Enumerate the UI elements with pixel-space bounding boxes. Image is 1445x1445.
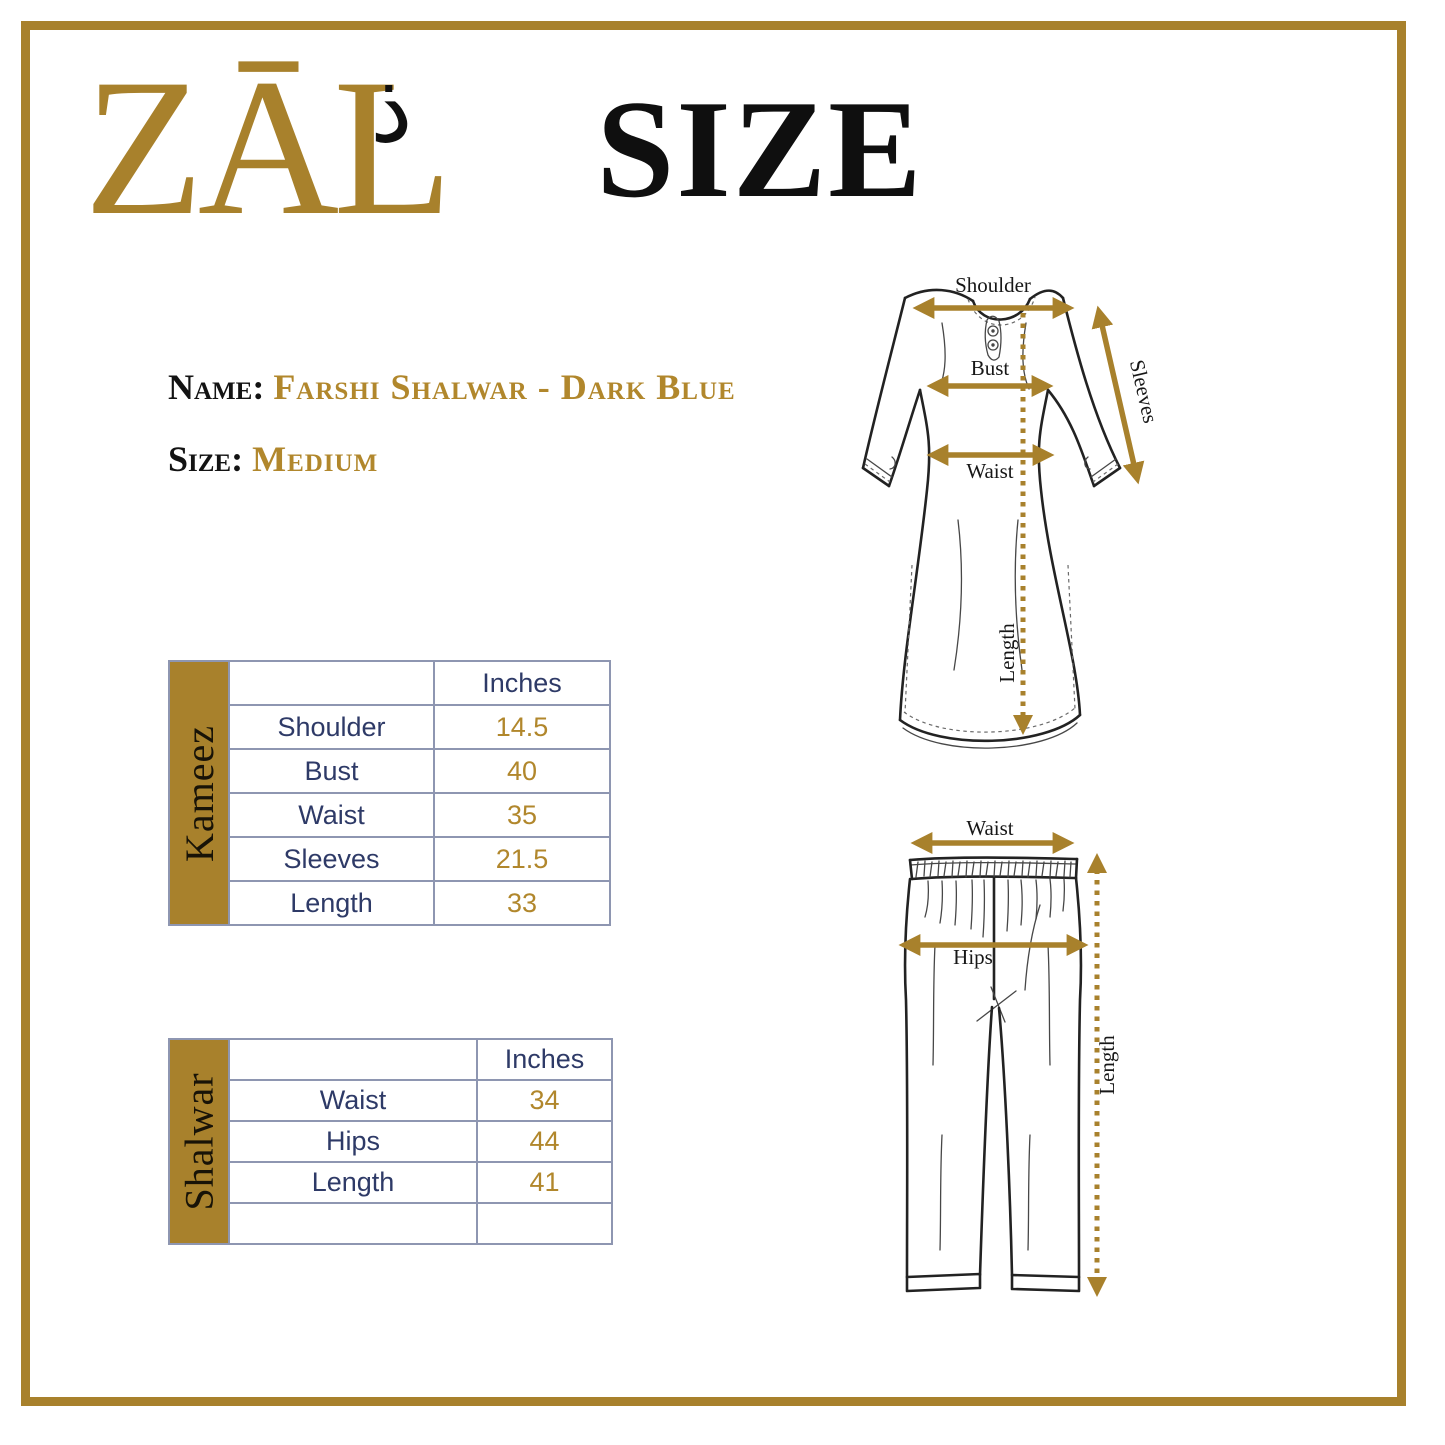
product-name-label: Name: — [168, 367, 265, 407]
empty-header-cell — [228, 1038, 478, 1081]
kameez-measurements: Inches Shoulder 14.5 Bust 40 Waist 35 Sl… — [228, 660, 611, 926]
product-info: Name: Farshi Shalwar - Dark Blue Size: M… — [168, 366, 736, 481]
shalwar-diagram: Waist Hips Length — [898, 816, 1119, 1297]
row-label: Length — [228, 1161, 478, 1204]
row-label: Length — [228, 880, 435, 926]
shalwar-measurements: Inches Waist 34 Hips 44 Length 41 — [228, 1038, 613, 1245]
sleeves-arrow — [1091, 305, 1145, 485]
shalwar-waist-label: Waist — [966, 816, 1013, 840]
row-value: 41 — [476, 1161, 613, 1204]
shalwar-outline — [903, 856, 1083, 1293]
table-row: Hips 44 — [228, 1120, 613, 1163]
table-row: Sleeves 21.5 — [228, 836, 611, 882]
brand-arabic-mark-icon: ذ — [370, 52, 413, 164]
row-label: Waist — [228, 1079, 478, 1122]
product-size-label: Size: — [168, 439, 244, 480]
row-value: 35 — [433, 792, 611, 838]
shalwar-length-label: Length — [1095, 1035, 1119, 1095]
product-size-value: Medium — [252, 439, 379, 480]
row-label: Sleeves — [228, 836, 435, 882]
unit-header: Inches — [433, 660, 611, 706]
kameez-length-label: Length — [995, 623, 1019, 683]
row-value: 44 — [476, 1120, 613, 1163]
kameez-size-table: Kameez Inches Shoulder 14.5 Bust 40 Wais… — [168, 660, 611, 926]
kameez-bust-label: Bust — [971, 356, 1010, 380]
row-value — [476, 1202, 613, 1245]
shalwar-group-label: Shalwar — [176, 1072, 222, 1211]
row-value: 40 — [433, 748, 611, 794]
row-value: 21.5 — [433, 836, 611, 882]
kameez-shoulder-label: Shoulder — [955, 273, 1031, 297]
table-row: Waist 34 — [228, 1079, 613, 1122]
table-row: Shoulder 14.5 — [228, 704, 611, 750]
page-title: SIZE — [596, 72, 924, 227]
row-value: 14.5 — [433, 704, 611, 750]
kameez-sleeves-label: Sleeves — [1125, 357, 1163, 425]
kameez-group-label: Kameez — [176, 724, 222, 862]
table-row: Bust 40 — [228, 748, 611, 794]
row-value: 33 — [433, 880, 611, 926]
shalwar-measure-arrows — [898, 832, 1107, 1297]
table-row: Length 33 — [228, 880, 611, 926]
table-row — [228, 1202, 613, 1245]
product-name-line: Name: Farshi Shalwar - Dark Blue — [168, 366, 736, 408]
table-row: Length 41 — [228, 1161, 613, 1204]
row-label: Waist — [228, 792, 435, 838]
product-size-line: Size: Medium — [168, 438, 736, 480]
kameez-diagram: Shoulder Bust Waist Sleeves Length — [861, 273, 1163, 749]
row-label: Hips — [228, 1120, 478, 1163]
kameez-group-bar: Kameez — [168, 660, 228, 926]
row-value: 34 — [476, 1079, 613, 1122]
table-row: Waist 35 — [228, 792, 611, 838]
brand-logo: ZĀL — [84, 39, 453, 256]
shalwar-hips-label: Hips — [953, 945, 993, 969]
shalwar-size-table: Shalwar Inches Waist 34 Hips 44 Length 4… — [168, 1038, 613, 1245]
shalwar-group-bar: Shalwar — [168, 1038, 228, 1245]
table-row: Inches — [228, 1038, 613, 1081]
row-label: Bust — [228, 748, 435, 794]
empty-header-cell — [228, 660, 435, 706]
kameez-measure-arrows — [912, 297, 1145, 735]
row-label: Shoulder — [228, 704, 435, 750]
product-name-value: Farshi Shalwar - Dark Blue — [273, 367, 736, 407]
unit-header: Inches — [476, 1038, 613, 1081]
table-row: Inches — [228, 660, 611, 706]
kameez-waist-label: Waist — [966, 459, 1013, 483]
row-label — [228, 1202, 478, 1245]
